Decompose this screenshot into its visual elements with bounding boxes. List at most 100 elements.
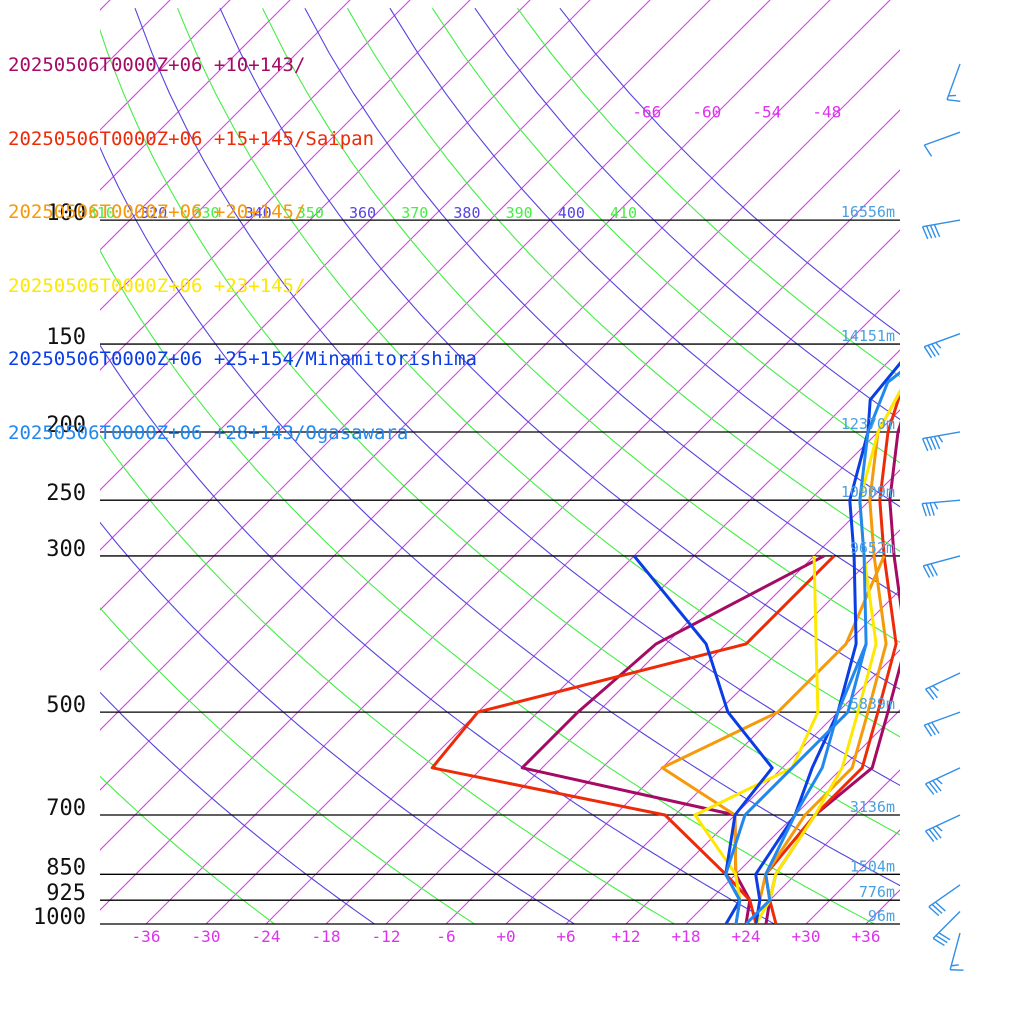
pressure-label: 1000 <box>33 905 86 930</box>
dry-adiabat-300 <box>100 344 776 924</box>
height-label: 10909m <box>841 483 895 501</box>
dry-adiabat-310 <box>100 249 876 924</box>
height-label: 5839m <box>850 695 895 713</box>
height-label: 9652m <box>850 539 895 557</box>
isotherm-label: -54 <box>752 103 781 122</box>
wind-barb <box>928 884 961 917</box>
pressure-label: 250 <box>46 481 86 506</box>
wind-barb <box>923 131 961 157</box>
dry-adiabat-250 <box>100 775 276 924</box>
isotherm-line <box>865 889 900 924</box>
series-3-dewpoint-line <box>693 555 820 924</box>
wind-barb <box>921 431 961 452</box>
isotherm-line <box>100 0 291 191</box>
dry-adiabat-280 <box>100 521 576 924</box>
series-5-dewpoint-line <box>724 643 868 924</box>
height-label: 1504m <box>850 857 895 875</box>
isotherm-line <box>100 0 591 491</box>
isotherm-line <box>505 529 900 924</box>
series-5-temperature-line <box>744 370 900 924</box>
theta-label: 380 <box>453 204 480 222</box>
temperature-tick-label: +6 <box>556 927 575 946</box>
dry-adiabat-270 <box>100 607 476 924</box>
theta-label: 370 <box>401 204 428 222</box>
isotherm-line <box>0 0 110 924</box>
height-label: 776m <box>859 883 895 901</box>
isotherm-label: -48 <box>812 103 841 122</box>
wind-barbs <box>921 63 964 971</box>
temperature-tick-label: +30 <box>792 927 821 946</box>
theta-label: 330 <box>192 204 219 222</box>
isotherm-line <box>805 829 900 924</box>
pressure-label: 100 <box>46 201 86 226</box>
theta-label: 320 <box>140 204 167 222</box>
theta-label: 390 <box>506 204 533 222</box>
temperature-tick-label: +0 <box>496 927 515 946</box>
dry-adiabat-330 <box>100 28 900 836</box>
height-label: 16556m <box>841 203 895 221</box>
series-3-temperature-line <box>754 388 900 924</box>
isotherm-line <box>0 0 50 924</box>
temperature-tick-label: -30 <box>192 927 221 946</box>
theta-label: 310 <box>88 204 115 222</box>
theta-label: 350 <box>297 204 324 222</box>
wind-barb <box>921 219 961 240</box>
temperature-tick-label: -12 <box>372 927 401 946</box>
isotherm-label: -60 <box>692 103 721 122</box>
series-2-temperature-line <box>754 388 900 924</box>
wind-barb <box>922 555 961 578</box>
pressure-label: 850 <box>46 855 86 880</box>
temperature-tick-label: +24 <box>732 927 761 946</box>
pressure-label: 700 <box>46 796 86 821</box>
height-label: 12370m <box>841 415 895 433</box>
temperature-tick-label: -18 <box>312 927 341 946</box>
dry-adiabat-lines <box>100 7 900 924</box>
pressure-label: 925 <box>46 881 86 906</box>
dry-adiabat-410 <box>431 7 900 464</box>
pressure-label: 500 <box>46 693 86 718</box>
isotherm-line <box>685 709 900 924</box>
upper-isotherm-labels: -66 -60 -54 -48 <box>632 103 841 122</box>
dry-adiabat-350 <box>176 7 900 738</box>
wind-barb <box>923 711 961 737</box>
theta-labels: 310 320 330 340 350 360 370 380 390 400 410 <box>88 204 637 222</box>
height-label: 14151m <box>841 327 895 345</box>
isotherm-line <box>100 0 771 671</box>
isotherm-line <box>100 0 411 311</box>
wind-barb <box>925 814 961 842</box>
series-1-dewpoint-line <box>430 554 836 924</box>
series-0-temperature-line <box>764 420 900 924</box>
dry-adiabat-260 <box>100 691 376 924</box>
isotherm-line <box>445 469 900 924</box>
dry-adiabat-290 <box>100 434 676 924</box>
dry-adiabat-360 <box>219 7 900 690</box>
isotherm-line <box>100 0 171 71</box>
isotherm-line <box>100 0 531 431</box>
wind-barb <box>932 911 961 947</box>
isotherm-line <box>565 589 900 924</box>
wind-barb <box>925 672 961 701</box>
dry-adiabat-380 <box>304 7 900 598</box>
isotherm-line <box>100 0 351 251</box>
temperature-tick-label: -36 <box>132 927 161 946</box>
dry-adiabat-440 <box>559 7 900 336</box>
temperature-tick-label: -6 <box>436 927 455 946</box>
height-label: 96m <box>868 907 895 925</box>
isotherm-line <box>100 0 471 371</box>
wind-barb <box>921 499 961 517</box>
theta-label: 400 <box>558 204 585 222</box>
sounding-profiles <box>430 361 900 924</box>
isotherm-line <box>325 349 900 924</box>
temperature-tick-label: +12 <box>612 927 641 946</box>
wind-barb <box>923 333 961 359</box>
height-label: 3136m <box>850 798 895 816</box>
dry-adiabat-390 <box>346 7 900 552</box>
isotherm-line <box>100 0 231 131</box>
temperature-tick-labels: -36 -30 -24 -18 -12 -6 +0 +6 +12 +18 +24 +30 +36 <box>132 927 881 946</box>
isotherm-line <box>986 0 1024 924</box>
dry-adiabat-370 <box>262 7 900 644</box>
theta-label: 340 <box>245 204 272 222</box>
temperature-tick-label: +18 <box>672 927 701 946</box>
